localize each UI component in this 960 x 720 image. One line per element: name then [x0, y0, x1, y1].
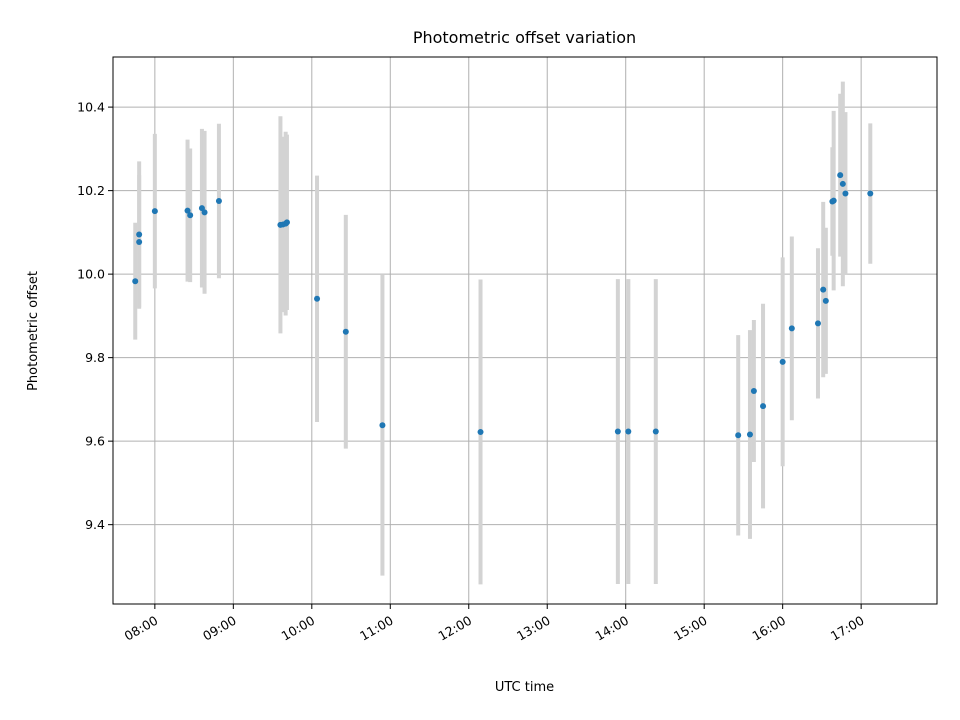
data-point [614, 428, 621, 435]
data-point [132, 278, 139, 285]
data-point [136, 238, 143, 245]
data-point [201, 209, 208, 216]
chart-title: Photometric offset variation [413, 28, 636, 47]
data-point [820, 286, 827, 293]
data-points [132, 172, 874, 439]
data-point [151, 208, 158, 215]
y-tick-label: 9.8 [85, 350, 105, 365]
data-point [837, 172, 844, 179]
data-point [187, 212, 194, 219]
data-point [788, 325, 795, 332]
y-tick-label: 9.4 [85, 517, 105, 532]
data-point [283, 219, 290, 226]
data-point [184, 207, 191, 214]
data-point [314, 295, 321, 302]
data-point [867, 190, 874, 197]
data-point [215, 198, 222, 205]
data-point [379, 422, 386, 429]
data-point [136, 231, 143, 238]
x-axis-label: UTC time [495, 680, 554, 695]
data-point [652, 428, 659, 435]
data-point [822, 297, 829, 304]
y-tick-label: 10.4 [77, 100, 105, 115]
data-point [746, 431, 753, 438]
grid [113, 57, 937, 604]
data-point [625, 428, 632, 435]
data-point [735, 432, 742, 439]
plot-area-frame [112, 56, 938, 605]
y-axis-label: Photometric offset [26, 271, 41, 391]
data-point [342, 328, 349, 335]
data-point [830, 197, 837, 204]
y-tick-label: 10.2 [77, 183, 105, 198]
data-point [760, 403, 767, 410]
y-axis-ticks: 9.4 9.6 9.8 10.0 10.2 10.4 [77, 100, 113, 532]
data-point [814, 320, 821, 327]
data-point [750, 388, 757, 395]
data-point [477, 428, 484, 435]
data-point [839, 180, 846, 187]
data-point [842, 190, 849, 197]
y-tick-label: 10.0 [77, 267, 105, 282]
data-point [779, 358, 786, 365]
y-tick-label: 9.6 [85, 434, 105, 449]
